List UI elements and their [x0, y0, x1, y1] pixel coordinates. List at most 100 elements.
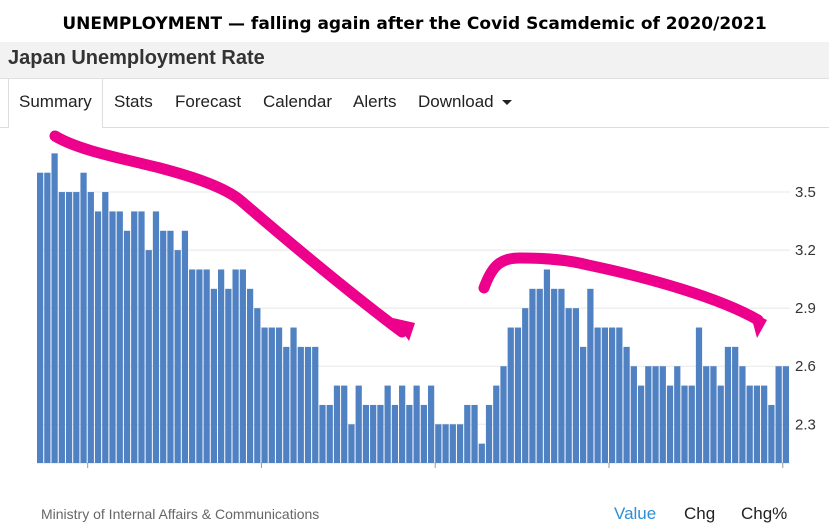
unemployment-chart: 3.5 3.2 2.9 2.6 2.3 20152017201920212023: [37, 130, 816, 468]
bar: [406, 404, 413, 463]
bar: [724, 346, 732, 463]
bar: [616, 327, 623, 463]
bar: [290, 327, 297, 463]
bar: [174, 250, 181, 463]
bar: [65, 192, 73, 463]
tab-calendar[interactable]: Calendar: [263, 92, 332, 111]
chg-button[interactable]: Chg: [684, 504, 716, 523]
bar: [254, 308, 261, 463]
chevron-down-icon: [501, 100, 512, 106]
value-button[interactable]: Value: [614, 504, 657, 523]
bar: [116, 211, 123, 463]
x-axis: 20152017201920212023: [87, 463, 784, 468]
bar: [355, 385, 362, 463]
bar: [261, 327, 268, 463]
tab-download-label: Download: [418, 92, 494, 111]
bar: [710, 366, 717, 463]
bar: [608, 327, 616, 463]
arrow-left-trend: [49, 130, 408, 338]
tab-stats[interactable]: Stats: [114, 92, 153, 111]
bar: [623, 346, 630, 463]
bar: [283, 346, 290, 463]
bar: [87, 192, 94, 463]
bar: [435, 424, 442, 463]
bar: [739, 366, 746, 463]
bar: [196, 269, 203, 463]
bar: [333, 385, 341, 463]
y-tick-label: 2.6: [795, 358, 816, 375]
bar: [761, 385, 768, 463]
bar: [652, 366, 659, 463]
bar: [746, 385, 753, 463]
bar: [529, 288, 536, 463]
bar: [312, 346, 319, 463]
bar: [239, 269, 246, 463]
bar: [580, 346, 587, 463]
bar: [152, 211, 160, 463]
bar: [326, 404, 333, 463]
bar: [80, 172, 87, 464]
bar: [232, 269, 239, 463]
bar: [471, 404, 478, 463]
bar: [594, 327, 601, 463]
headline: UNEMPLOYMENT — falling again after the C…: [62, 14, 767, 34]
y-tick-label: 2.3: [795, 416, 816, 433]
bar: [210, 288, 218, 463]
bar: [138, 211, 145, 463]
tab-bar: Summary Stats Forecast Calendar Alerts D…: [0, 79, 829, 128]
bar: [442, 424, 449, 463]
bar: [58, 192, 65, 463]
bar: [427, 385, 435, 463]
bar: [94, 211, 102, 463]
bar: [225, 288, 232, 463]
bar: [637, 385, 645, 463]
bar: [732, 346, 739, 463]
bar: [348, 424, 355, 463]
bar: [768, 404, 775, 463]
bar: [145, 250, 152, 463]
bar: [703, 366, 710, 463]
bar: [507, 327, 514, 463]
bar: [268, 327, 275, 463]
bar: [160, 230, 167, 463]
bar-series: [37, 153, 789, 464]
bar: [565, 308, 572, 463]
chg-pct-button[interactable]: Chg%: [741, 504, 788, 523]
bar: [370, 404, 377, 463]
bar: [782, 366, 789, 463]
bar: [551, 288, 558, 463]
y-tick-label: 3.2: [795, 242, 816, 259]
bar: [377, 404, 384, 463]
tab-alerts[interactable]: Alerts: [353, 92, 397, 111]
bar: [37, 172, 44, 464]
y-tick-label: 3.5: [795, 184, 816, 201]
tab-summary[interactable]: Summary: [8, 79, 103, 128]
bar: [362, 404, 370, 463]
bar: [449, 424, 456, 463]
bar: [645, 366, 652, 463]
bar: [717, 385, 724, 463]
bar: [167, 230, 174, 463]
bar: [536, 288, 543, 463]
arrow-right-trend: [478, 252, 764, 326]
y-axis: 3.5 3.2 2.9 2.6 2.3: [795, 184, 816, 433]
bar: [666, 385, 674, 463]
bar: [587, 288, 594, 463]
tab-download[interactable]: Download: [418, 79, 512, 126]
bar: [109, 211, 116, 463]
bar: [384, 385, 391, 463]
bar: [73, 192, 80, 463]
bar: [456, 424, 464, 463]
bar: [478, 443, 485, 463]
bar: [681, 385, 688, 463]
bar: [514, 327, 522, 463]
bar: [420, 404, 427, 463]
bar: [630, 366, 637, 463]
bar: [500, 366, 507, 463]
annotation-arrows: [49, 130, 767, 341]
tab-forecast[interactable]: Forecast: [175, 92, 242, 111]
bar: [464, 404, 471, 463]
arrow-right-head: [750, 312, 767, 338]
bar: [218, 269, 225, 463]
bar: [391, 404, 399, 463]
